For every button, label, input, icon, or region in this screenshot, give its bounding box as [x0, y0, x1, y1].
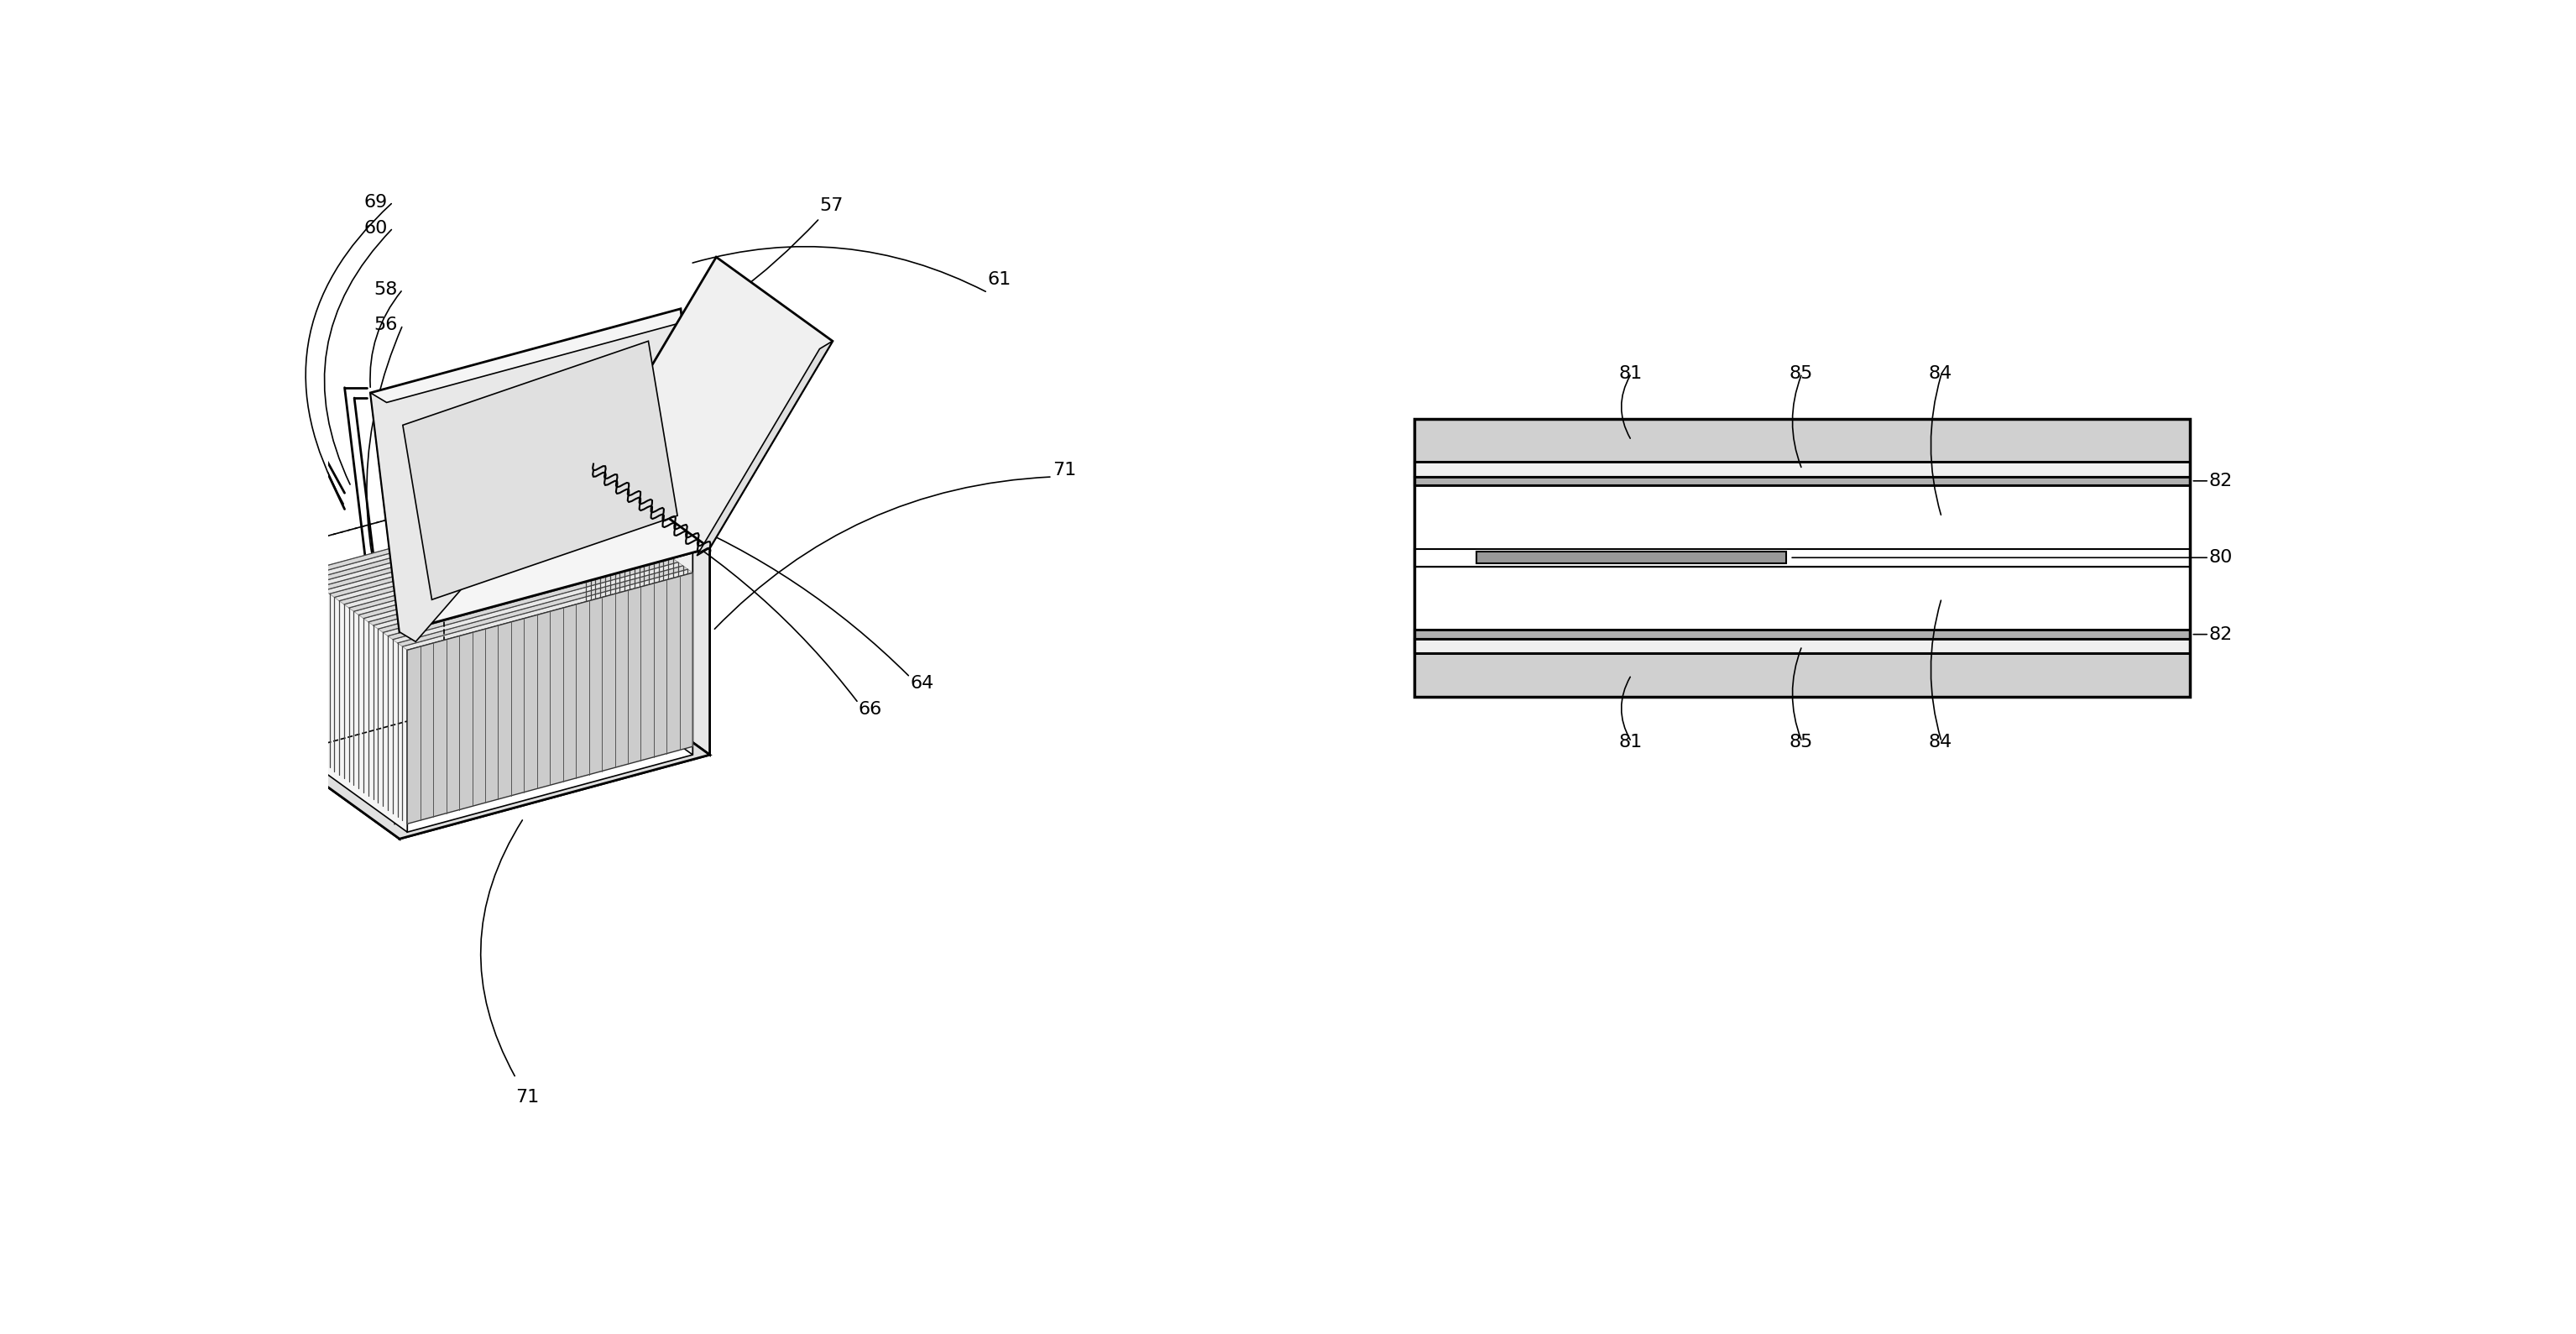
Polygon shape — [1414, 567, 2190, 630]
Polygon shape — [399, 548, 711, 839]
Text: 85: 85 — [1790, 734, 1814, 750]
Text: 57: 57 — [819, 197, 842, 213]
Text: 61: 61 — [987, 271, 1012, 288]
Polygon shape — [319, 510, 611, 591]
Polygon shape — [1414, 550, 2190, 567]
Text: 66: 66 — [858, 702, 881, 718]
Polygon shape — [304, 499, 595, 580]
Polygon shape — [353, 534, 644, 615]
Text: 84: 84 — [1929, 366, 1953, 382]
Text: 80: 80 — [2210, 550, 2233, 566]
Polygon shape — [283, 548, 399, 839]
Polygon shape — [301, 495, 590, 576]
Text: 56: 56 — [374, 316, 397, 334]
Polygon shape — [1414, 639, 2190, 654]
Polygon shape — [1476, 551, 1788, 564]
Polygon shape — [392, 562, 683, 643]
Polygon shape — [374, 548, 665, 630]
Polygon shape — [397, 566, 688, 647]
Polygon shape — [368, 544, 659, 626]
Polygon shape — [358, 538, 649, 619]
Polygon shape — [698, 342, 832, 556]
Polygon shape — [371, 308, 711, 632]
Polygon shape — [309, 503, 600, 583]
Text: 71: 71 — [515, 1089, 538, 1106]
Text: 64: 64 — [453, 414, 479, 431]
Text: 82: 82 — [2210, 472, 2233, 490]
Text: 81: 81 — [1618, 734, 1641, 750]
Text: 82: 82 — [2210, 626, 2233, 643]
Polygon shape — [1414, 419, 2190, 462]
Text: 68: 68 — [438, 430, 461, 447]
Polygon shape — [407, 548, 693, 832]
Polygon shape — [301, 548, 407, 832]
Polygon shape — [592, 464, 711, 755]
Text: 69: 69 — [363, 193, 389, 211]
Polygon shape — [389, 559, 677, 639]
Polygon shape — [407, 572, 693, 824]
Polygon shape — [330, 516, 621, 598]
Polygon shape — [371, 319, 698, 642]
Text: 27: 27 — [412, 455, 435, 472]
Polygon shape — [325, 514, 616, 594]
Polygon shape — [340, 523, 629, 604]
Polygon shape — [1414, 462, 2190, 476]
Polygon shape — [335, 520, 623, 600]
Polygon shape — [348, 531, 639, 611]
Polygon shape — [345, 527, 634, 608]
Text: 71: 71 — [1054, 462, 1077, 479]
Text: 85: 85 — [1790, 366, 1814, 382]
Polygon shape — [384, 555, 672, 636]
Text: 65: 65 — [425, 475, 448, 492]
Polygon shape — [585, 471, 693, 755]
Text: 58: 58 — [374, 281, 397, 297]
Text: 64: 64 — [909, 675, 935, 692]
Text: 81: 81 — [1618, 366, 1641, 382]
Text: 55: 55 — [425, 514, 448, 531]
Polygon shape — [314, 506, 605, 587]
Polygon shape — [402, 570, 693, 650]
Text: 60: 60 — [363, 220, 389, 236]
Polygon shape — [363, 542, 654, 622]
Polygon shape — [1414, 486, 2190, 550]
Text: 84: 84 — [1929, 734, 1953, 750]
Polygon shape — [1414, 476, 2190, 486]
Polygon shape — [402, 342, 677, 600]
Polygon shape — [283, 671, 711, 839]
Polygon shape — [1414, 630, 2190, 639]
Polygon shape — [1414, 654, 2190, 696]
Polygon shape — [592, 257, 832, 548]
Polygon shape — [379, 552, 667, 632]
